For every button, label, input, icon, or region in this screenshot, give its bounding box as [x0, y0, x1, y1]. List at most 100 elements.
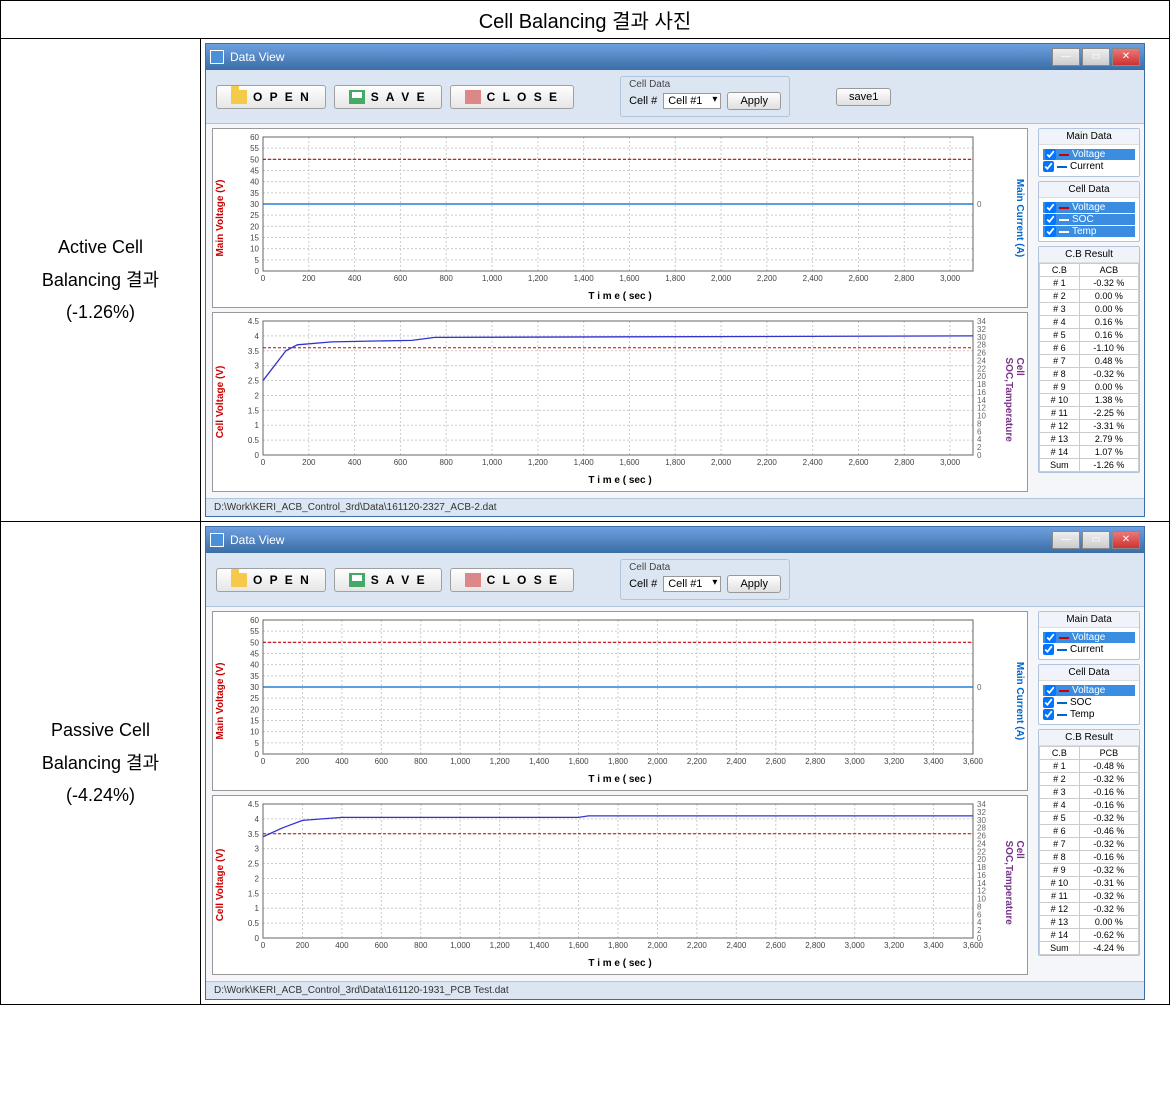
- apply-button[interactable]: Apply: [727, 575, 781, 593]
- legend-checkbox[interactable]: [1045, 685, 1056, 696]
- legend-item[interactable]: Voltage: [1043, 632, 1135, 643]
- svg-text:40: 40: [250, 661, 259, 670]
- svg-text:12: 12: [977, 887, 986, 896]
- legend-checkbox[interactable]: [1045, 202, 1056, 213]
- outer-table: Cell Balancing 결과 사진 Active CellBalancin…: [0, 0, 1170, 1005]
- swatch: [1059, 154, 1069, 156]
- svg-text:4: 4: [255, 332, 260, 341]
- table-header: Cell Balancing 결과 사진: [1, 1, 1170, 39]
- legend-item[interactable]: Current: [1043, 644, 1135, 655]
- app-icon: [210, 533, 224, 547]
- main-data-panel: Main Data VoltageCurrent: [1038, 128, 1140, 177]
- svg-text:15: 15: [250, 717, 259, 726]
- svg-text:0: 0: [977, 451, 982, 460]
- open-label: O P E N: [253, 90, 311, 104]
- legend-checkbox[interactable]: [1043, 161, 1054, 172]
- svg-text:45: 45: [250, 167, 259, 176]
- svg-text:0.5: 0.5: [248, 919, 260, 928]
- app-cell: Data View — ▭ ✕ O P E N S A V E C L O S …: [201, 522, 1170, 1005]
- app-icon: [210, 50, 224, 64]
- swatch: [1057, 714, 1067, 716]
- legend-label: Current: [1070, 161, 1103, 172]
- svg-text:5: 5: [255, 739, 260, 748]
- close-button[interactable]: C L O S E: [450, 85, 574, 109]
- svg-text:1,200: 1,200: [490, 757, 511, 766]
- maximize-button[interactable]: ▭: [1082, 48, 1110, 66]
- minimize-button[interactable]: —: [1052, 48, 1080, 66]
- legend-label: Voltage: [1072, 632, 1105, 643]
- panel-title: C.B Result: [1039, 247, 1139, 263]
- cell-select[interactable]: Cell #1: [663, 576, 721, 592]
- svg-text:28: 28: [977, 341, 986, 350]
- legend-checkbox[interactable]: [1045, 149, 1056, 160]
- svg-text:0: 0: [255, 267, 260, 276]
- titlebar[interactable]: Data View — ▭ ✕: [206, 527, 1144, 553]
- save-button[interactable]: S A V E: [334, 85, 442, 109]
- legend-checkbox[interactable]: [1043, 644, 1054, 655]
- svg-text:4.5: 4.5: [248, 800, 260, 809]
- svg-text:600: 600: [394, 458, 408, 467]
- cb-result-panel: C.B Result C.BPCB# 1-0.48 %# 2-0.32 %# 3…: [1038, 729, 1140, 956]
- y-axis-right-label: Main Current (A): [1014, 662, 1025, 740]
- open-label: O P E N: [253, 573, 311, 587]
- maximize-button[interactable]: ▭: [1082, 531, 1110, 549]
- app-cell: Data View — ▭ ✕ O P E N S A V E C L O S …: [201, 39, 1170, 522]
- svg-text:34: 34: [977, 317, 986, 326]
- cell-select[interactable]: Cell #1: [663, 93, 721, 109]
- legend-checkbox[interactable]: [1043, 709, 1054, 720]
- legend-checkbox[interactable]: [1045, 214, 1056, 225]
- swatch: [1057, 702, 1067, 704]
- svg-text:6: 6: [977, 427, 982, 436]
- save1-button[interactable]: save1: [836, 88, 891, 106]
- legend-checkbox[interactable]: [1045, 226, 1056, 237]
- window-close-button[interactable]: ✕: [1112, 531, 1140, 549]
- svg-text:30: 30: [250, 683, 259, 692]
- svg-text:2.5: 2.5: [248, 860, 260, 869]
- svg-text:28: 28: [977, 824, 986, 833]
- svg-text:3,600: 3,600: [963, 757, 984, 766]
- legend-item[interactable]: Voltage: [1043, 149, 1135, 160]
- close-button[interactable]: C L O S E: [450, 568, 574, 592]
- window-close-button[interactable]: ✕: [1112, 48, 1140, 66]
- svg-text:2,000: 2,000: [711, 458, 732, 467]
- svg-text:3,600: 3,600: [963, 941, 984, 950]
- svg-text:2.5: 2.5: [248, 377, 260, 386]
- legend-item[interactable]: Temp: [1043, 226, 1135, 237]
- svg-text:3,000: 3,000: [845, 941, 866, 950]
- svg-text:55: 55: [250, 627, 259, 636]
- svg-text:2,600: 2,600: [766, 757, 787, 766]
- svg-text:1: 1: [255, 904, 260, 913]
- svg-text:16: 16: [977, 388, 986, 397]
- legend-item[interactable]: Voltage: [1043, 685, 1135, 696]
- svg-text:10: 10: [250, 728, 259, 737]
- legend-item[interactable]: SOC: [1043, 697, 1135, 708]
- legend-item[interactable]: Temp: [1043, 709, 1135, 720]
- save-label: S A V E: [371, 573, 427, 587]
- cell-num-label: Cell #: [629, 578, 657, 590]
- open-button[interactable]: O P E N: [216, 568, 326, 592]
- titlebar[interactable]: Data View — ▭ ✕: [206, 44, 1144, 70]
- legend-item[interactable]: SOC: [1043, 214, 1135, 225]
- legend-label: Voltage: [1072, 149, 1105, 160]
- legend-item[interactable]: Current: [1043, 161, 1135, 172]
- save-button[interactable]: S A V E: [334, 568, 442, 592]
- svg-text:18: 18: [977, 863, 986, 872]
- svg-text:2: 2: [977, 443, 982, 452]
- open-button[interactable]: O P E N: [216, 85, 326, 109]
- svg-text:18: 18: [977, 380, 986, 389]
- apply-button[interactable]: Apply: [727, 92, 781, 110]
- svg-text:1.5: 1.5: [248, 406, 260, 415]
- legend-checkbox[interactable]: [1045, 632, 1056, 643]
- svg-text:2,800: 2,800: [894, 458, 915, 467]
- svg-text:1,400: 1,400: [529, 757, 550, 766]
- svg-text:1.5: 1.5: [248, 889, 260, 898]
- svg-text:32: 32: [977, 808, 986, 817]
- legend-checkbox[interactable]: [1043, 697, 1054, 708]
- cb-result-table: C.BPCB# 1-0.48 %# 2-0.32 %# 3-0.16 %# 4-…: [1039, 746, 1139, 955]
- svg-text:26: 26: [977, 349, 986, 358]
- minimize-button[interactable]: —: [1052, 531, 1080, 549]
- svg-text:14: 14: [977, 879, 986, 888]
- legend-item[interactable]: Voltage: [1043, 202, 1135, 213]
- svg-text:2,200: 2,200: [757, 458, 778, 467]
- svg-text:1,800: 1,800: [608, 941, 629, 950]
